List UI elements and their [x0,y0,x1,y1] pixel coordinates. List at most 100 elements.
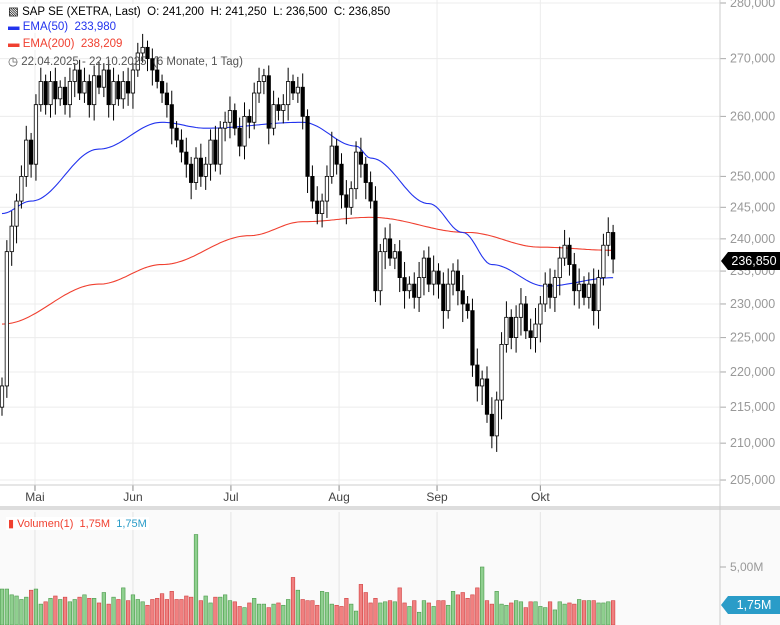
candle-body [431,270,436,285]
ema200-legend[interactable]: ▬ EMA(200) 238,209 [6,38,125,50]
volume-bar [130,594,136,625]
candle-body [480,378,485,387]
candle-body [101,69,106,88]
candle-body [591,283,596,312]
volume-bar [290,577,296,625]
volume-bar [470,594,475,625]
x-tick-label: Okt [531,490,550,504]
candle-body [33,104,39,165]
candle-body [92,75,97,106]
candle-body [421,257,427,278]
range-legend: ◷ 22.04.2025 - 22.10.2025 (6 Monate, 1 T… [6,54,245,68]
volume-bar [552,609,557,625]
candle-body [455,270,461,292]
ema200-swatch-icon: ▬ [8,38,20,50]
range-detail: (6 Monate, 1 Tag) [152,56,243,68]
volume-bar [174,599,179,625]
volume-bar [368,602,373,625]
volume-bar [106,603,111,625]
volume-bar [596,602,601,625]
volume-bar [38,603,43,625]
x-tick-label: Jul [223,490,238,504]
candle-body [460,290,465,305]
candle-body [295,86,300,94]
volume-bar [533,601,538,625]
candle-body [150,58,155,71]
volume-bar [28,589,34,625]
candle-body [567,244,572,265]
candle-body [577,283,582,292]
volume-legend: ▮ Volumen(1) 1,75M 1,75M [6,517,149,530]
ema50-legend[interactable]: ▬ EMA(50) 233,980 [6,21,119,33]
candle-body [315,200,320,214]
candle-body [324,175,330,202]
candle-body [261,75,267,82]
volume-value: 1,75M [79,518,111,530]
volume-bar [9,594,14,625]
y-tick-label: 215,000 [730,400,775,414]
candle-body [523,303,528,332]
candle-body [189,163,194,183]
ema50-label: EMA(50) [22,21,69,33]
candle-body [87,81,92,106]
volume-bar [111,596,116,625]
candle-body [329,145,334,177]
volume-bar [14,595,19,625]
volume-bar [242,607,247,625]
candle-body [562,244,567,259]
candle-body [232,110,237,129]
volume-bar [116,599,121,625]
candle-body [606,232,611,246]
volume-bar [310,600,315,625]
ema50-value: 233,980 [74,21,117,33]
volume-bar [378,602,383,625]
volume-bar [383,601,388,625]
candle-body [494,399,499,437]
candle-body [237,127,242,147]
ema50-swatch-icon: ▬ [8,21,20,33]
candle-body [53,81,58,100]
candle-body [184,151,189,165]
volume-bar [329,603,334,625]
candle-body [174,127,179,141]
candle-body [470,310,475,366]
candle-body [436,270,441,285]
volume-bar [101,592,106,625]
candle-body [499,344,504,401]
volume-bar [208,602,213,625]
candle-body [159,81,165,94]
candle-body [38,81,43,106]
y-tick-label: 245,000 [730,200,775,214]
volume-bar [4,588,9,625]
candle-body [0,385,5,408]
candle-body [179,139,184,153]
volume-bar [610,600,616,625]
candle-body [286,81,291,106]
candle-body [528,330,533,338]
volume-bar [53,595,58,625]
candle-body [155,69,160,82]
symbol-legend: ▧ SAP SE (XETRA, Last) O: 241,200 H: 241… [6,4,393,18]
candle-body [426,257,431,285]
candle-body [164,92,169,106]
symbol-title: SAP SE (XETRA, Last) [22,6,141,18]
volume-bar [0,588,5,625]
candle-body [77,69,82,94]
candle-body [484,378,490,415]
volume-bar [67,601,72,625]
candle-body [514,316,519,338]
candle-body [475,364,480,387]
candle-body [450,270,456,285]
candle-body [441,283,446,312]
candle-body [407,283,412,292]
candle-body [402,277,407,292]
volume-bar [363,592,368,625]
y-tick-label: 210,000 [730,436,775,450]
candle-body [353,151,359,190]
candle-body [363,163,368,183]
volume-bar [62,596,68,625]
volume-bar [300,599,305,625]
volume-bar [509,602,514,625]
y-tick-label: 230,000 [730,297,775,311]
